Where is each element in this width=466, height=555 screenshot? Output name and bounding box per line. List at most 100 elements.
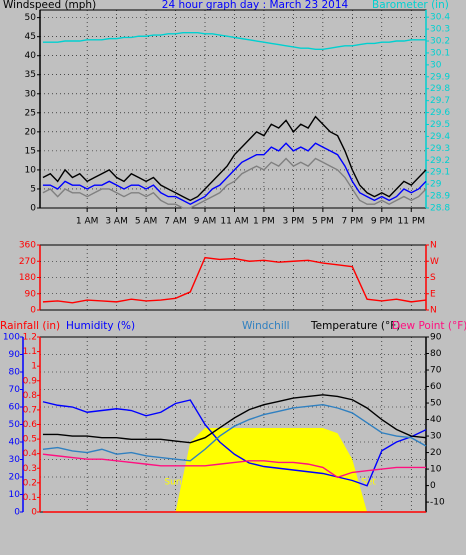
y2-tick-label: 29.2	[430, 156, 450, 166]
y-tick-label: 50	[9, 420, 21, 430]
y3-tick-label: 0.6	[23, 420, 38, 430]
y2-tick-label: 20	[430, 448, 442, 458]
x-tick-label: 7 PM	[341, 217, 363, 227]
x-tick-label: 3 AM	[105, 217, 128, 227]
series-line	[42, 256, 427, 304]
series-line	[42, 394, 427, 444]
legend-dewpoint: Dew Point (°F)	[392, 320, 466, 332]
y3-tick-label: 0.3	[23, 464, 37, 474]
sunrise-label: Sun	[164, 478, 181, 488]
y-tick-label: 90	[9, 350, 21, 360]
chart-title: 24 hour graph day : March 23 2014	[162, 0, 349, 11]
y2-tick-label: E	[430, 289, 436, 299]
y2-tick-label: 10	[430, 465, 442, 475]
y-tick-label: 10	[9, 490, 21, 500]
x-tick-label: 3 PM	[283, 217, 305, 227]
y-tick-label: 360	[19, 241, 36, 251]
y2-tick-label: 30	[430, 432, 442, 442]
y2-tick-label: 70	[430, 366, 442, 376]
series-line	[42, 31, 426, 51]
x-tick-label: 9 PM	[371, 217, 393, 227]
y-tick-label: 0	[30, 204, 36, 214]
y2-tick-label: 30.4	[430, 13, 450, 23]
series-line	[42, 142, 427, 205]
y3-tick-label: 0	[31, 508, 37, 518]
x-tick-label: 1 PM	[253, 217, 275, 227]
y-tick-label: 50	[25, 13, 37, 23]
y2-tick-label: 80	[430, 349, 442, 359]
y2-tick-label: 29.1	[430, 168, 450, 178]
y-tick-label: 10	[25, 165, 37, 175]
legend-humidity: Humidity (%)	[66, 320, 135, 332]
y3-tick-label: 0.7	[23, 405, 37, 415]
y3-tick-label: 0.1	[23, 493, 37, 503]
x-tick-label: 5 AM	[135, 217, 158, 227]
y2-tick-label: N	[430, 306, 437, 316]
barometer-label: Barometer (in)	[372, 0, 449, 11]
legend-temperature: Temperature (°F)	[310, 320, 400, 332]
y-tick-label: 80	[9, 368, 21, 378]
y-tick-label: 30	[25, 89, 37, 99]
y-tick-label: 60	[9, 403, 21, 413]
y2-tick-label: W	[430, 257, 439, 267]
y3-tick-label: 0.8	[23, 391, 38, 401]
y2-tick-label: 28.8	[430, 204, 450, 214]
y2-tick-label: 90	[430, 333, 442, 343]
y-tick-label: 30	[9, 455, 21, 465]
y2-tick-label: 29.4	[430, 132, 450, 142]
legend-rainfall: Rainfall (in)	[0, 320, 60, 332]
y2-tick-label: 60	[430, 382, 442, 392]
x-tick-label: 7 AM	[164, 217, 187, 227]
y2-tick-label: 30.2	[430, 37, 450, 47]
y2-tick-label: 0	[430, 481, 436, 491]
y-tick-label: 90	[25, 289, 37, 299]
y2-tick-label: 28.9	[430, 192, 450, 202]
y-tick-label: 0	[30, 306, 36, 316]
y3-tick-label: 0.4	[23, 449, 38, 459]
y-tick-label: 20	[25, 127, 37, 137]
x-tick-label: 9 AM	[194, 217, 217, 227]
y-tick-label: 40	[9, 438, 21, 448]
plot-area	[39, 9, 427, 209]
y3-tick-label: 1.1	[23, 347, 37, 357]
series-line	[42, 453, 426, 479]
y-tick-label: 180	[19, 273, 36, 283]
x-tick-label: 1 AM	[76, 217, 99, 227]
y-tick-label: 5	[30, 184, 36, 194]
x-tick-label: 11 PM	[398, 217, 426, 227]
y2-tick-label: 30.3	[430, 25, 450, 35]
series-line	[42, 403, 427, 462]
y2-tick-label: 29.8	[430, 84, 450, 94]
y-tick-label: 0	[14, 508, 20, 518]
legend-windchill: Windchill	[242, 320, 290, 332]
y2-tick-label: 50	[430, 399, 442, 409]
y2-tick-label: S	[430, 273, 436, 283]
x-tick-label: 5 PM	[312, 217, 334, 227]
y-tick-label: 70	[9, 385, 21, 395]
y-tick-label: 270	[19, 257, 36, 267]
y2-tick-label: N	[430, 241, 437, 251]
y-tick-label: 100	[3, 333, 20, 343]
y3-tick-label: 1	[31, 362, 37, 372]
x-tick-label: 11 AM	[220, 217, 248, 227]
y3-tick-label: 1.2	[23, 333, 37, 343]
y2-tick-label: 30.1	[430, 48, 450, 58]
y2-tick-label: 40	[430, 415, 442, 425]
y-tick-label: 40	[25, 51, 37, 61]
y2-tick-label: 29.7	[430, 96, 450, 106]
y-tick-label: 15	[25, 146, 36, 156]
series-line	[42, 115, 427, 202]
y2-tick-label: 29.9	[430, 72, 450, 82]
y3-tick-label: 0.2	[23, 478, 37, 488]
windspeed-label: Windspeed (mph)	[3, 0, 96, 11]
y2-tick-label: 29.6	[430, 108, 450, 118]
y3-tick-label: 0.5	[23, 435, 37, 445]
y-tick-label: 25	[25, 108, 36, 118]
series-line	[42, 157, 427, 209]
y2-tick-label: 30	[430, 60, 442, 70]
y-tick-label: 45	[25, 32, 36, 42]
y2-tick-label: 29.5	[430, 120, 450, 130]
y3-tick-label: 0.9	[23, 376, 38, 386]
y2-tick-label: -10	[430, 498, 445, 508]
